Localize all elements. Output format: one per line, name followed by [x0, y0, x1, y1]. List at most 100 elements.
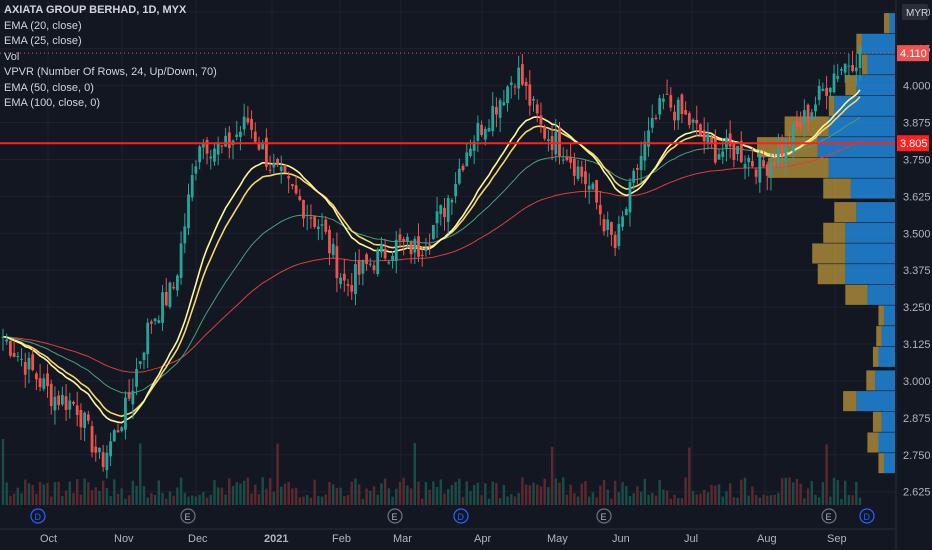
candle-body — [109, 441, 112, 457]
symbol-title[interactable]: AXIATA GROUP BERHAD, 1D, MYX — [4, 4, 187, 16]
indicator-ema25[interactable]: EMA (25, close) — [4, 35, 82, 47]
ema100-line — [2, 141, 861, 373]
candle-body — [246, 117, 250, 123]
candle-body — [402, 238, 406, 242]
candle-body — [368, 263, 372, 265]
candle-body — [457, 168, 461, 184]
volume-bar — [120, 488, 123, 505]
candle-body — [49, 383, 53, 407]
candle-body — [153, 318, 157, 322]
candle-body — [702, 130, 706, 142]
candle-body — [858, 46, 862, 68]
earnings-marker[interactable] — [596, 508, 612, 524]
volume-bar — [714, 485, 717, 505]
volume-bar — [632, 493, 635, 505]
volume-bar — [90, 490, 94, 505]
time-axis-label: Aug — [757, 533, 777, 545]
candle-body — [572, 158, 576, 176]
volume-bar — [309, 497, 313, 505]
dividend-marker[interactable] — [859, 508, 875, 524]
vp-row-down — [757, 137, 818, 158]
volume-bar — [42, 484, 46, 505]
volume-bar — [72, 493, 75, 505]
volume-bar — [558, 482, 561, 505]
candle-body — [747, 157, 751, 163]
indicator-vol[interactable]: Vol — [4, 50, 20, 63]
volume-bar — [409, 488, 413, 505]
earnings-marker[interactable] — [387, 508, 403, 524]
volume-bar — [717, 484, 721, 505]
price-tick-label: 2.875 — [903, 413, 931, 425]
candle-body — [580, 166, 584, 177]
volume-bar — [587, 496, 591, 505]
volume-bar — [469, 491, 472, 505]
candle-body — [138, 361, 142, 365]
volume-bar — [142, 486, 146, 505]
volume-bar — [851, 495, 854, 505]
candle-body — [543, 126, 547, 139]
volume-bar — [213, 480, 216, 505]
volume-bar — [168, 491, 172, 505]
candle-body — [183, 226, 187, 244]
indicator-vpvr[interactable]: VPVR (Number Of Rows, 24, Up/Down, 70) — [4, 66, 217, 78]
marker-letter: E — [185, 512, 191, 522]
volume-bar — [495, 482, 498, 505]
candle-body — [283, 164, 287, 173]
indicator-ema100[interactable]: EMA (100, close, 0) — [4, 97, 100, 109]
volume-bar — [335, 488, 339, 505]
volume-bar — [298, 497, 301, 505]
candle-body — [784, 139, 788, 162]
volume-bar — [740, 479, 743, 505]
volume-bar — [454, 481, 457, 505]
volume-bar — [821, 482, 825, 505]
candle-body — [72, 401, 75, 404]
volume-bar — [350, 481, 353, 505]
indicator-ema50[interactable]: EMA (50, close, 0) — [4, 81, 94, 94]
dividend-marker[interactable] — [30, 508, 46, 524]
candle-body — [673, 111, 676, 121]
candle-body — [38, 378, 42, 388]
vp-row-down — [845, 284, 868, 305]
candle-body — [487, 127, 491, 132]
candle-body — [624, 208, 628, 216]
volume-bar — [684, 477, 687, 505]
candle-body — [290, 184, 294, 186]
candle-body — [420, 254, 424, 256]
dividend-marker[interactable] — [453, 508, 469, 524]
volume-bar — [476, 482, 480, 505]
volume-bar — [651, 492, 654, 505]
volume-bar — [246, 477, 250, 505]
volume-bar — [376, 494, 379, 505]
candle-body — [643, 141, 647, 161]
earnings-marker[interactable] — [180, 508, 196, 524]
candle-body — [509, 82, 513, 85]
volume-bar — [602, 479, 606, 505]
volume-bar — [291, 488, 294, 505]
candle-body — [135, 368, 138, 387]
volume-bar — [521, 477, 524, 505]
vp-row-down — [823, 222, 846, 243]
volume-bar — [710, 484, 713, 505]
volume-bar — [16, 487, 20, 505]
currency-label[interactable]: MYR — [906, 8, 928, 19]
volume-bar — [858, 497, 862, 505]
candle-body — [628, 181, 632, 213]
volume-bar — [209, 494, 212, 505]
vp-row-up — [883, 453, 895, 474]
currency-badge[interactable] — [902, 4, 928, 20]
candle-body — [227, 132, 231, 149]
volume-bar — [832, 477, 836, 505]
volume-bar — [176, 487, 179, 505]
time-axis-label: Oct — [40, 533, 57, 545]
candle-body — [814, 104, 817, 112]
candle-body — [825, 87, 829, 96]
candle-body — [762, 160, 765, 167]
vp-row-down — [876, 326, 882, 347]
earnings-marker[interactable] — [821, 508, 837, 524]
candle-body — [5, 339, 9, 342]
indicator-ema20[interactable]: EMA (20, close) — [4, 19, 82, 32]
volume-bar — [528, 485, 532, 505]
